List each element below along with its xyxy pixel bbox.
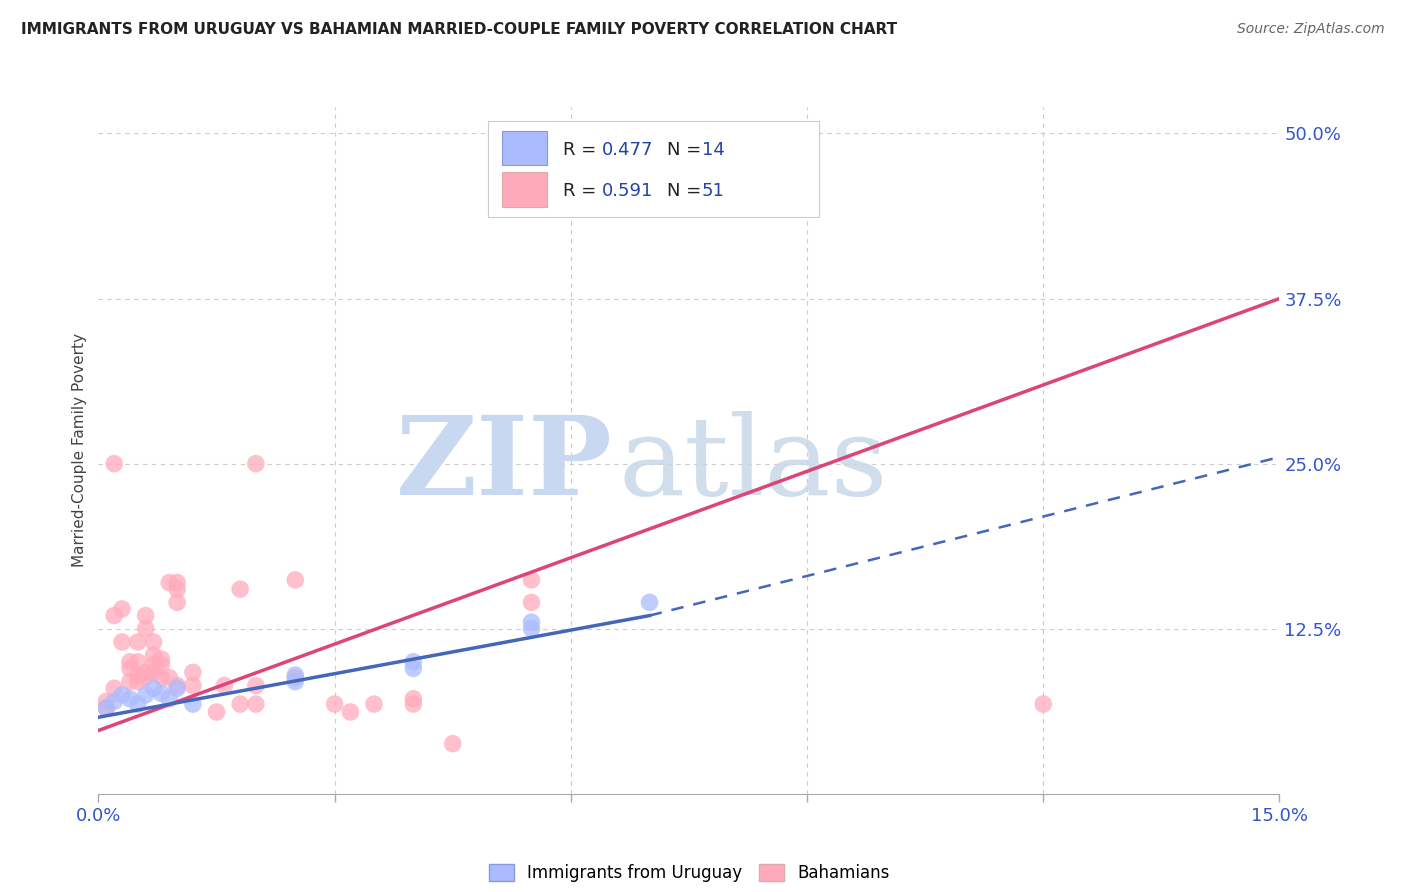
Point [157,575,180,590]
FancyBboxPatch shape [502,172,547,207]
Point [150,686,173,700]
Point [103,681,125,696]
Text: Source: ZipAtlas.com: Source: ZipAtlas.com [1237,22,1385,37]
Point [205,705,228,719]
Point [111,688,134,702]
Point [520,615,543,630]
Point [135,671,157,685]
Point [245,697,267,711]
Point [127,635,149,649]
Point [142,657,165,672]
Point [150,657,173,672]
Point [135,608,157,623]
Point [118,691,141,706]
Text: R =: R = [562,182,602,200]
Point [96,701,118,715]
Point [135,622,157,636]
Point [638,595,661,609]
Point [339,705,361,719]
Point [284,671,307,685]
Point [229,582,252,596]
Point [111,602,134,616]
Point [181,665,204,680]
Point [135,665,157,680]
Point [150,671,173,685]
Text: atlas: atlas [619,410,887,517]
Point [127,674,149,689]
Point [127,697,149,711]
Point [118,661,141,675]
Point [166,595,188,609]
Point [142,635,165,649]
Point [118,674,141,689]
Point [111,635,134,649]
Y-axis label: Married-Couple Family Poverty: Married-Couple Family Poverty [72,334,87,567]
Point [166,679,188,693]
Point [157,671,180,685]
Point [142,681,165,696]
Point [402,661,425,675]
Point [157,691,180,706]
Point [214,679,236,693]
Point [284,573,307,587]
Text: IMMIGRANTS FROM URUGUAY VS BAHAMIAN MARRIED-COUPLE FAMILY POVERTY CORRELATION CH: IMMIGRANTS FROM URUGUAY VS BAHAMIAN MARR… [21,22,897,37]
Point [127,655,149,669]
Point [142,648,165,663]
Text: 51: 51 [702,182,725,200]
Point [402,655,425,669]
Point [363,697,385,711]
Point [284,674,307,689]
Legend: Immigrants from Uruguay, Bahamians: Immigrants from Uruguay, Bahamians [482,857,896,888]
Point [441,737,464,751]
Point [135,688,157,702]
Point [127,668,149,682]
Point [103,608,125,623]
Point [103,694,125,708]
Point [118,655,141,669]
Point [599,166,621,180]
Point [229,697,252,711]
Point [181,679,204,693]
Text: N =: N = [666,182,706,200]
Point [142,665,165,680]
Point [150,652,173,666]
Point [402,691,425,706]
Point [166,575,188,590]
Point [402,697,425,711]
FancyBboxPatch shape [502,131,547,165]
Text: R =: R = [562,141,602,159]
Point [181,697,204,711]
Point [520,573,543,587]
Point [103,457,125,471]
Point [520,595,543,609]
Text: ZIP: ZIP [395,410,612,517]
Point [245,679,267,693]
Text: 0.477: 0.477 [602,141,652,159]
Text: N =: N = [666,141,706,159]
Point [96,701,118,715]
Text: 14: 14 [702,141,725,159]
Point [166,582,188,596]
Point [1032,697,1054,711]
Text: 0.591: 0.591 [602,182,652,200]
Point [284,668,307,682]
Point [323,697,346,711]
Point [166,681,188,696]
Point [245,457,267,471]
Point [520,622,543,636]
FancyBboxPatch shape [488,120,818,217]
Point [96,694,118,708]
